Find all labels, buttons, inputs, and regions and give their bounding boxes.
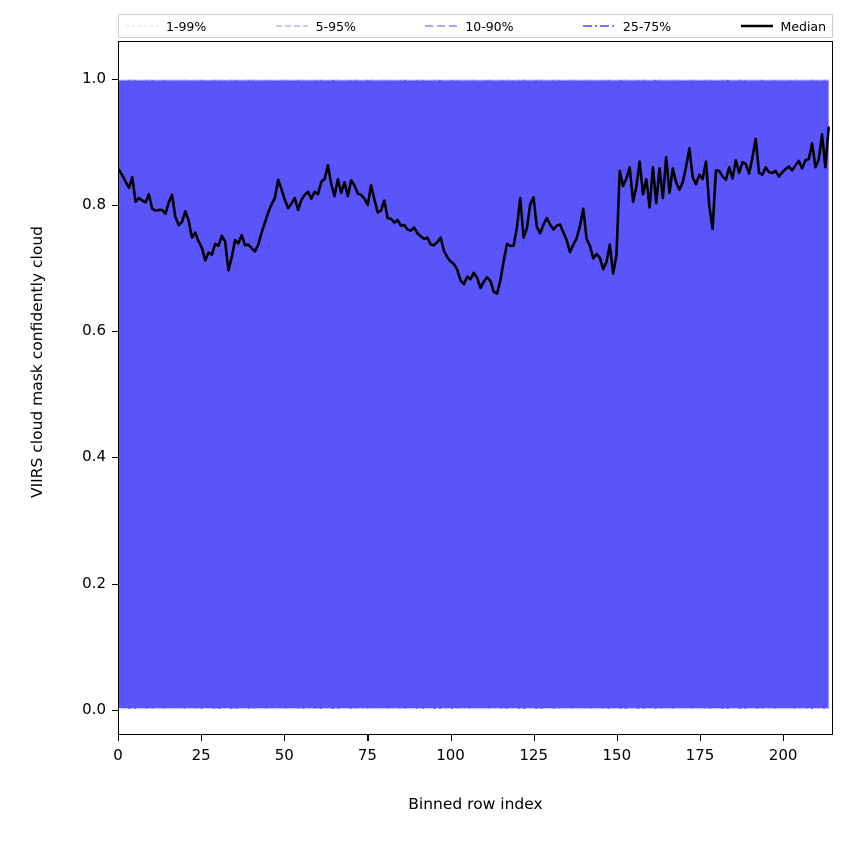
x-axis-label: Binned row index [408, 795, 543, 813]
x-tick-mark-2 [284, 735, 286, 741]
legend-item-median: Median [740, 19, 826, 34]
y-tick-label-1: 0.2 [82, 573, 106, 592]
legend-item-10-90: 10-90% [424, 18, 514, 34]
plot-area [118, 41, 833, 735]
x-tick-mark-7 [699, 735, 702, 741]
y-axis-label: VIIRS cloud mask confidently cloud [28, 226, 46, 499]
y-tick-mark-3 [112, 331, 118, 333]
y-tick-label-2: 0.4 [82, 447, 106, 466]
legend-swatch-1 [275, 25, 308, 27]
x-tick-mark-0 [118, 735, 120, 741]
legend-swatch-0 [126, 25, 158, 27]
legend-label-4: Median [780, 18, 826, 34]
y-tick-label-4: 0.8 [82, 195, 106, 214]
legend-swatch-3 [582, 25, 615, 27]
legend-label-0: 1-99% [166, 18, 207, 34]
chart-legend: 1-99% 5-95% 10-90% 25-75% Median [118, 14, 833, 38]
legend-item-25-75: 25-75% [582, 19, 671, 34]
x-tick-label-2: 50 [274, 746, 294, 764]
legend-item-1-99: 1-99% [125, 19, 206, 34]
x-tick-mark-4 [450, 735, 452, 741]
x-tick-label-4: 100 [436, 746, 465, 764]
y-tick-mark-4 [112, 205, 118, 207]
x-tick-label-5: 125 [519, 746, 548, 764]
x-tick-label-8: 200 [768, 746, 798, 764]
legend-label-1: 5-95% [315, 18, 356, 34]
y-tick-mark-5 [112, 78, 118, 80]
x-tick-label-7: 175 [685, 746, 715, 764]
y-tick-mark-2 [112, 457, 118, 459]
x-tick-label-0: 0 [113, 746, 123, 764]
x-tick-mark-6 [616, 735, 618, 741]
x-tick-label-3: 75 [357, 746, 377, 764]
x-tick-label-1: 25 [191, 746, 211, 764]
x-tick-label-6: 150 [602, 746, 632, 764]
x-tick-mark-5 [533, 735, 535, 741]
y-tick-mark-1 [112, 583, 118, 585]
legend-swatch-2 [425, 25, 458, 27]
y-tick-label-3: 0.6 [82, 321, 106, 340]
x-tick-mark-1 [201, 735, 203, 741]
legend-label-2: 10-90% [465, 18, 514, 34]
legend-swatch-4 [740, 24, 773, 28]
plot-svg [119, 79, 830, 710]
legend-item-5-95: 5-95% [275, 19, 356, 34]
legend-label-3: 25-75% [622, 18, 672, 34]
y-tick-label-5: 1.0 [82, 68, 106, 87]
y-tick-mark-0 [112, 709, 118, 711]
x-tick-mark-3 [367, 735, 369, 741]
x-tick-mark-8 [783, 735, 785, 741]
y-tick-label-0: 0.0 [82, 699, 106, 718]
